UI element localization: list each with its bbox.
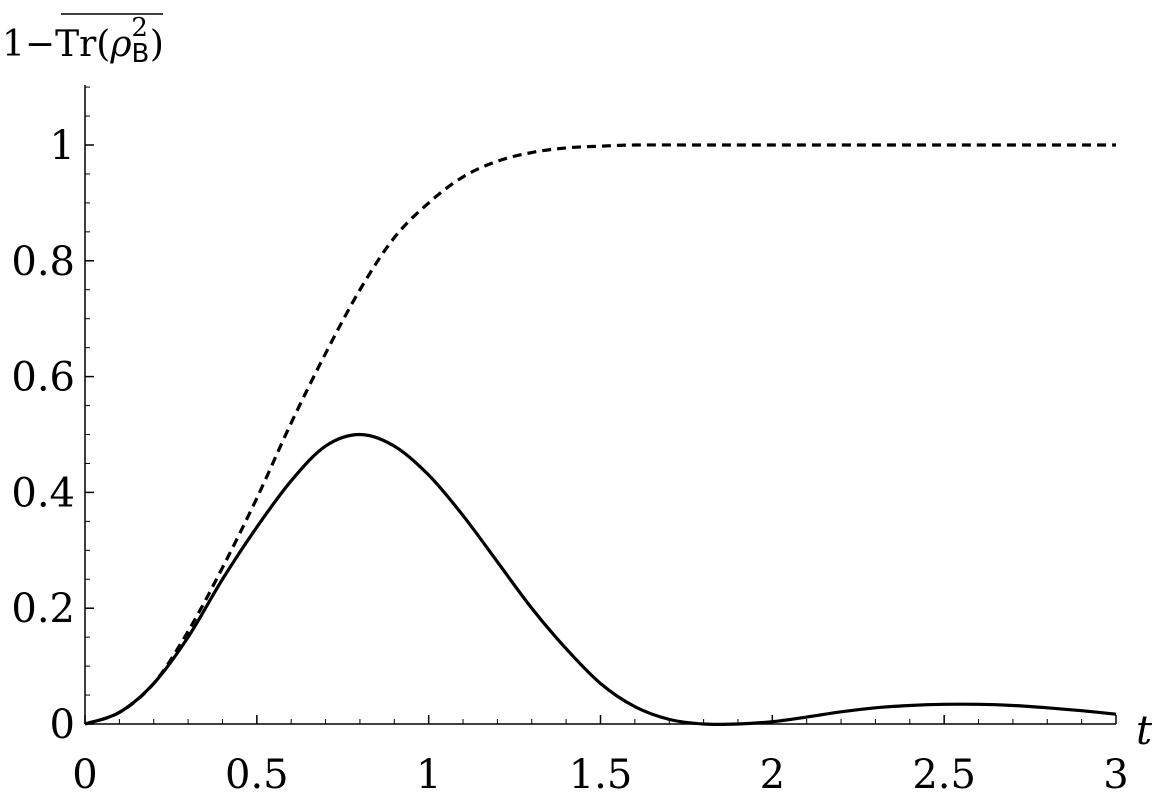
series-layer	[84, 143, 1117, 727]
series-line-dashed	[84, 143, 1116, 726]
y-tick-label: 1	[50, 123, 75, 169]
y-tick-label: 0	[50, 702, 75, 748]
y-axis-label-superscript: 2	[131, 13, 148, 43]
x-tick-label: 1.5	[569, 752, 633, 798]
y-axis-label: 1−Tr(ρB2)	[2, 13, 164, 69]
x-tick-label: 2.5	[912, 752, 976, 798]
y-axis-label-close: )	[150, 24, 164, 65]
y-axis-label-symbol: ρ	[109, 24, 131, 65]
y-tick-label: 0.6	[11, 355, 75, 401]
x-tick-label: 0	[72, 752, 97, 798]
y-tick-label: 0.2	[11, 586, 75, 632]
x-tick-label: 0.5	[225, 752, 289, 798]
y-tick-label: 0.8	[11, 239, 75, 285]
y-axis-label-subscript: B	[132, 39, 150, 69]
axes	[84, 85, 1116, 725]
y-axis-label-prefix: 1−	[2, 24, 55, 65]
x-ticks: 0 0.5 1 1.5 2 2.5 3	[72, 715, 1129, 798]
x-tick-label: 1	[416, 752, 441, 798]
x-axis-label: t	[1136, 708, 1152, 754]
y-ticks: 0 0.2 0.4 0.6 0.8 1	[11, 86, 94, 748]
y-tick-label: 0.4	[11, 470, 75, 516]
x-tick-label: 2	[760, 752, 785, 798]
series-line-solid	[84, 432, 1117, 727]
x-tick-label: 3	[1103, 752, 1128, 798]
y-axis-label-trace: Tr(	[55, 24, 110, 65]
